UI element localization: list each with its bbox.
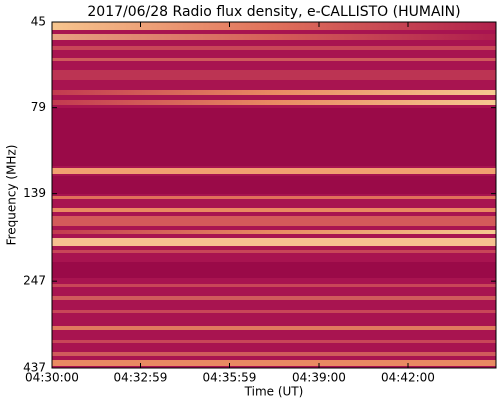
y-tick-label: 79 [31,100,46,114]
plot-frame [51,21,497,369]
spectrogram-image [52,22,496,368]
chart-title: 2017/06/28 Radio flux density, e-CALLIST… [87,4,460,20]
x-tick-label: 04:39:00 [292,371,346,385]
x-tick-label: 04:32:59 [114,371,168,385]
x-axis-label: Time (UT) [244,385,304,399]
y-axis-label: Frequency (MHz) [5,145,19,246]
y-tick-label: 139 [23,186,46,200]
y-tick-label: 437 [23,361,46,375]
x-tick-label: 04:42:00 [381,371,435,385]
x-tick-label: 04:35:59 [203,371,257,385]
y-tick-label: 247 [23,274,46,288]
x-tick-label: 04:30:00 [25,371,79,385]
y-tick-label: 45 [31,15,46,29]
